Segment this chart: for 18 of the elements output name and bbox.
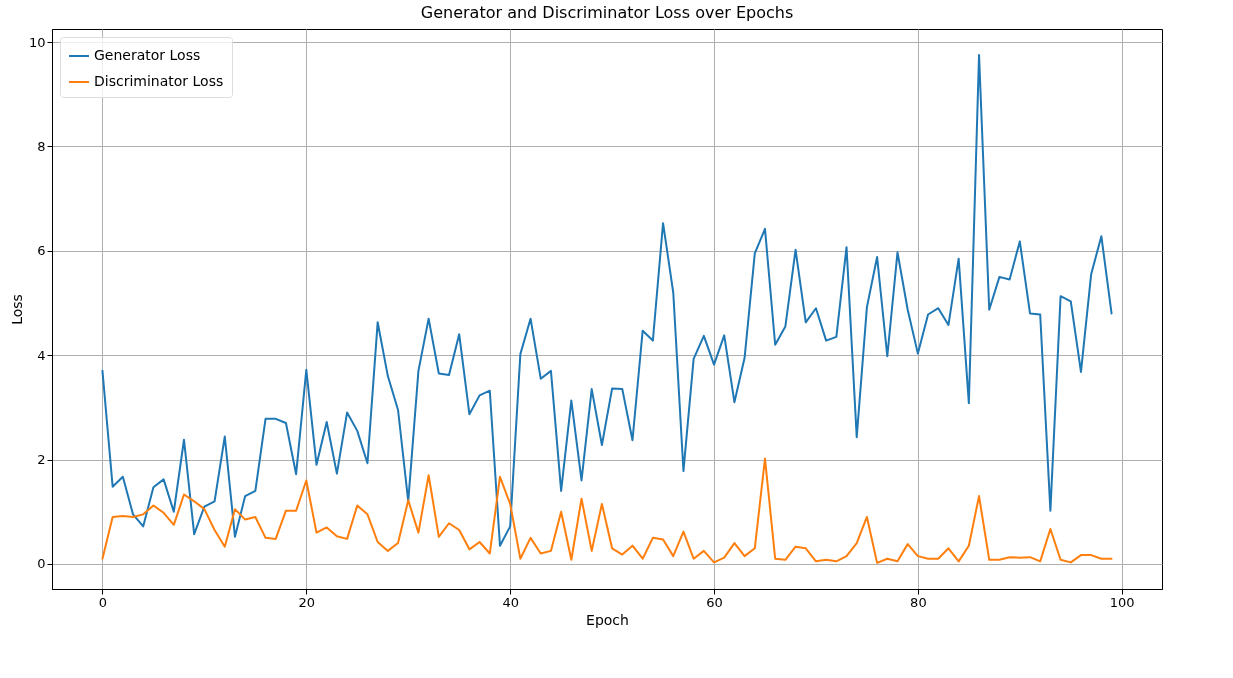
x-axis-title: Epoch [586, 611, 629, 628]
y-tick-label: 2 [37, 452, 46, 468]
y-axis-title: Loss [8, 294, 25, 325]
line-series [101, 457, 1113, 564]
x-tick-label: 0 [98, 594, 108, 610]
legend-label: Discriminator Loss [94, 73, 224, 89]
x-tick-label: 100 [1109, 594, 1135, 610]
legend-label: Generator Loss [94, 47, 201, 63]
y-tick-label: 0 [37, 556, 46, 572]
x-tick-label: 80 [910, 594, 927, 610]
chart-title: Generator and Discriminator Loss over Epochs [420, 3, 794, 22]
x-tick-label: 60 [706, 594, 723, 610]
y-tick-label: 6 [37, 243, 46, 259]
x-tick-label: 20 [298, 594, 316, 610]
y-tick-label: 10 [28, 34, 46, 50]
y-tick-label: 4 [37, 347, 46, 363]
x-tick-label: 40 [502, 594, 519, 610]
y-tick-label: 8 [37, 138, 46, 154]
